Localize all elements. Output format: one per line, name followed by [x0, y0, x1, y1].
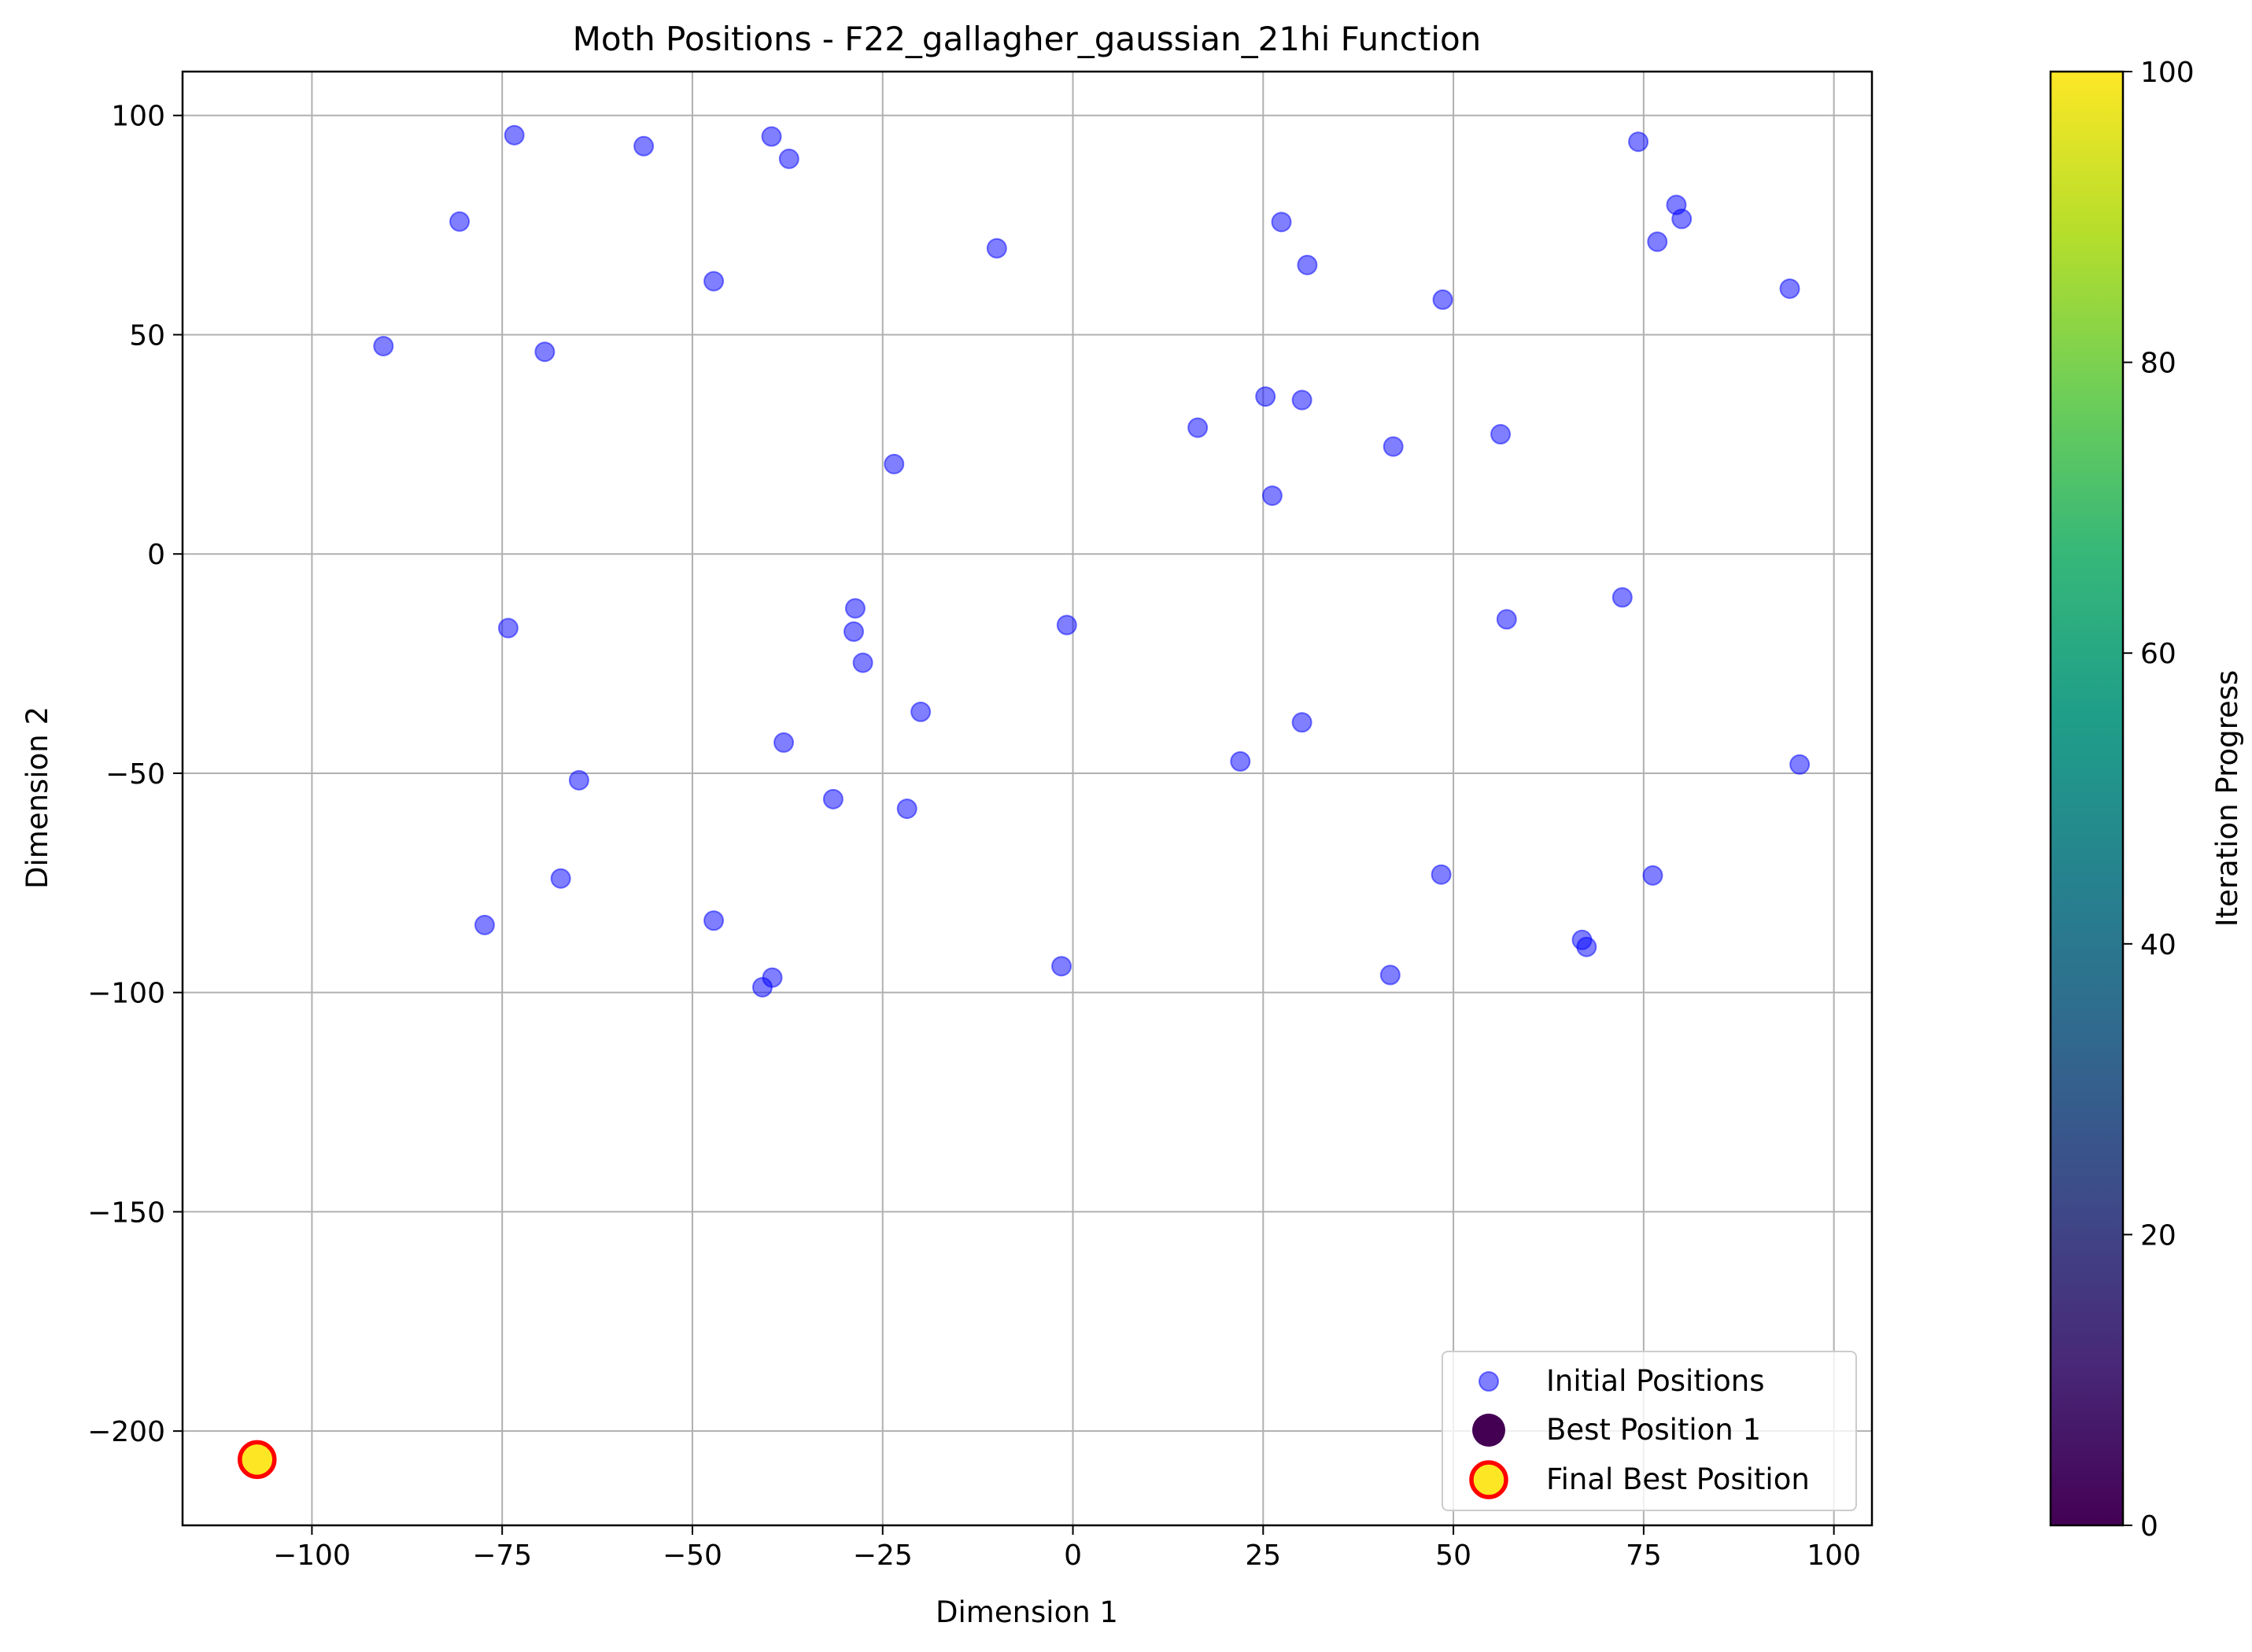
y-axis-label: Dimension 2 — [20, 706, 54, 889]
legend-label-initial-positions: Initial Positions — [1546, 1364, 1764, 1398]
initial-position-point — [633, 135, 655, 157]
colorbar-tick-label: 20 — [2140, 1219, 2176, 1252]
legend-box — [1442, 1351, 1857, 1511]
initial-position-point — [1671, 208, 1693, 230]
y-tick-label: −200 — [87, 1416, 165, 1448]
initial-position-point — [1291, 389, 1312, 411]
colorbar-tick-label: 100 — [2140, 57, 2195, 89]
initial-position-point — [1051, 956, 1072, 977]
initial-position-point — [474, 914, 495, 935]
x-tick-label: 50 — [1435, 1540, 1471, 1572]
colorbar-gradient — [2049, 70, 2125, 1527]
colorbar-tick-label: 60 — [2140, 638, 2176, 670]
initial-position-point — [373, 335, 394, 356]
initial-position-point — [1779, 278, 1800, 299]
initial-position-point — [1431, 864, 1452, 885]
initial-position-point — [884, 453, 905, 474]
chart-title: Moth Positions - F22_gallagher_gaussian_… — [573, 20, 1482, 58]
colorbar-tick-label: 0 — [2140, 1510, 2158, 1543]
initial-position-point — [497, 618, 519, 639]
colorbar: 0 20 40 60 80 100 Iteration Progress — [2049, 57, 2244, 1543]
y-axis: 100 50 0 −50 −100 −150 −200 — [87, 101, 183, 1448]
legend-marker-final-best-position — [1469, 1460, 1508, 1499]
colorbar-tick-label: 80 — [2140, 348, 2176, 380]
legend-label-final-best-position: Final Best Position — [1546, 1462, 1810, 1496]
y-tick-label: −100 — [87, 978, 165, 1010]
initial-position-point — [1297, 254, 1318, 275]
initial-position-point — [1432, 289, 1453, 310]
x-tick-label: −25 — [853, 1540, 913, 1572]
initial-position-point — [568, 769, 589, 791]
grid-lines — [183, 72, 1872, 1525]
colorbar-label: Iteration Progress — [2210, 670, 2244, 927]
x-axis: −100 −75 −50 −25 0 25 50 75 100 — [273, 1525, 1861, 1572]
legend-marker-best-position-1 — [1472, 1414, 1505, 1447]
initial-position-point — [844, 598, 866, 619]
initial-position-point — [504, 124, 525, 146]
x-tick-label: 25 — [1245, 1540, 1281, 1572]
x-tick-label: −100 — [273, 1540, 351, 1572]
final-best-position-point — [238, 1440, 277, 1480]
y-tick-label: 50 — [129, 319, 165, 352]
initial-position-point — [1291, 712, 1312, 733]
initial-position-point — [1230, 750, 1251, 772]
initial-position-point — [703, 271, 725, 292]
initial-position-point — [910, 701, 932, 722]
legend: Initial Positions Best Position 1 Final … — [1442, 1351, 1857, 1511]
initial-position-point — [1642, 865, 1663, 886]
x-tick-label: 100 — [1807, 1540, 1861, 1572]
legend-marker-initial-positions — [1479, 1371, 1499, 1392]
initial-position-point — [762, 967, 783, 988]
y-tick-label: −50 — [105, 758, 165, 791]
legend-label-best-position-1: Best Position 1 — [1546, 1413, 1761, 1447]
colorbar-tick-label: 40 — [2140, 929, 2176, 961]
initial-position-point — [550, 868, 571, 889]
initial-position-point — [449, 211, 471, 232]
initial-position-point — [1496, 609, 1517, 630]
initial-position-point — [986, 238, 1007, 259]
initial-position-point — [1647, 231, 1668, 253]
initial-position-point — [1576, 936, 1597, 957]
x-tick-label: −50 — [663, 1540, 722, 1572]
plot-area-frame — [181, 70, 1874, 1527]
initial-position-point — [1379, 964, 1401, 986]
initial-position-point — [1383, 436, 1404, 457]
initial-position-point — [852, 652, 873, 673]
x-tick-label: 75 — [1626, 1540, 1662, 1572]
initial-position-point — [1271, 212, 1292, 233]
initial-position-point — [1789, 754, 1811, 775]
initial-position-point — [1611, 587, 1633, 608]
initial-position-point — [1628, 131, 1649, 153]
initial-position-point — [534, 341, 556, 363]
initial-position-point — [761, 126, 782, 147]
initial-position-point — [1255, 386, 1276, 407]
initial-position-point — [703, 910, 725, 931]
initial-position-point — [778, 148, 799, 169]
initial-position-point — [1056, 614, 1077, 636]
colorbar-ticks: 0 20 40 60 80 100 — [2123, 57, 2195, 1543]
initial-position-point — [1187, 417, 1209, 438]
y-tick-label: −150 — [87, 1197, 165, 1229]
y-tick-label: 0 — [147, 539, 165, 571]
initial-position-point — [822, 788, 844, 809]
initial-position-point — [896, 798, 917, 820]
x-tick-label: 0 — [1064, 1540, 1082, 1572]
data-markers — [238, 124, 1811, 1480]
initial-position-point — [1490, 424, 1512, 445]
initial-position-point — [773, 732, 795, 753]
y-tick-label: 100 — [111, 101, 165, 133]
initial-position-point — [843, 621, 864, 642]
x-axis-label: Dimension 1 — [936, 1595, 1118, 1629]
x-tick-label: −75 — [472, 1540, 532, 1572]
initial-position-point — [1261, 485, 1283, 507]
